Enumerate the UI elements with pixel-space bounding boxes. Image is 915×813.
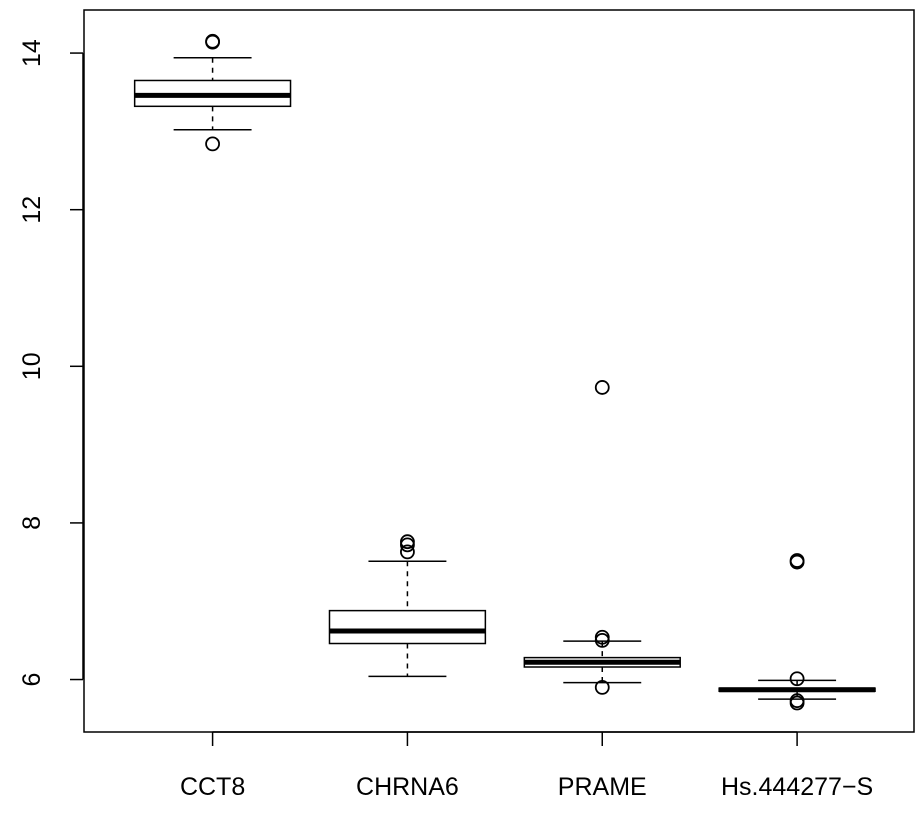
x-tick-label: PRAME (558, 773, 647, 801)
outlier-point (789, 671, 805, 687)
y-axis: 6 8 10 12 14 (18, 39, 84, 687)
box-group (133, 33, 292, 152)
box (328, 609, 487, 645)
x-tick-label: CCT8 (180, 773, 245, 801)
box-group (523, 380, 681, 695)
y-tick-label: 10 (18, 352, 46, 380)
y-tick-label: 8 (18, 516, 46, 530)
x-tick-label: CHRNA6 (356, 773, 459, 801)
y-tick-label: 14 (18, 39, 46, 67)
outlier-point (400, 544, 415, 560)
boxes (133, 33, 876, 711)
outlier-point (205, 34, 220, 50)
y-tick-label: 6 (18, 673, 46, 687)
outlier-point (789, 695, 805, 711)
outlier-point (594, 632, 610, 648)
plot-frame (83, 9, 915, 733)
y-tick-label: 12 (18, 196, 46, 224)
box-group (718, 553, 876, 711)
outlier-point (205, 136, 220, 152)
x-axis: CCT8 CHRNA6 PRAME Hs.444277−S (180, 731, 873, 801)
outlier-point (400, 537, 415, 553)
outlier-point (594, 380, 610, 395)
x-tick-label: Hs.444277−S (721, 773, 873, 801)
box-group (328, 534, 487, 678)
outlier-point (789, 554, 805, 570)
outlier-point (594, 679, 610, 695)
